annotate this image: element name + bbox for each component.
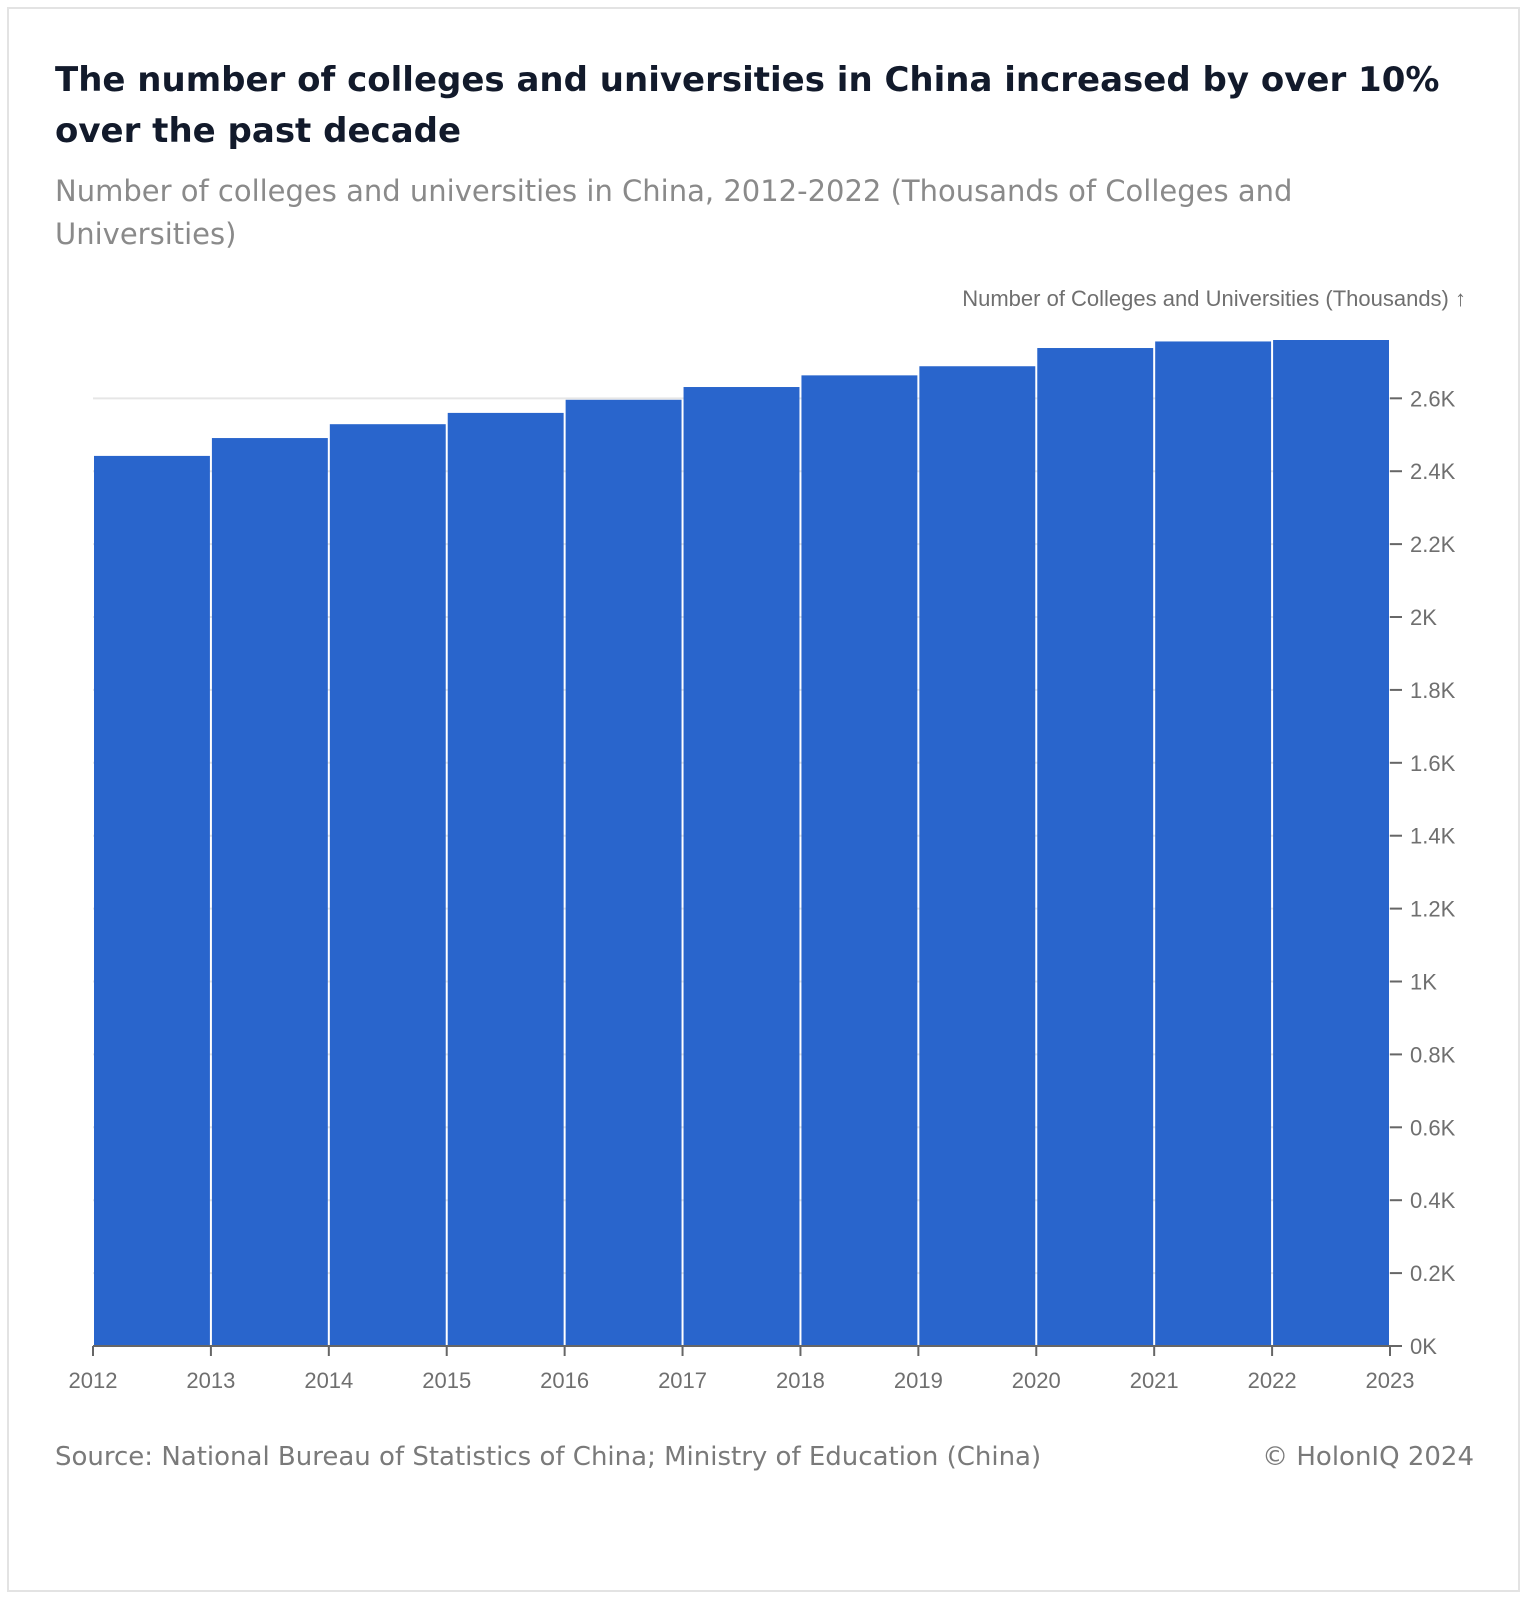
x-tick-label: 2018 (776, 1368, 825, 1393)
y-tick-label: 2.4K (1410, 459, 1456, 484)
y-tick-label: 1.4K (1410, 824, 1456, 849)
x-tick-label: 2020 (1012, 1368, 1061, 1393)
bar-2019 (919, 366, 1036, 1346)
bar-2017 (683, 387, 800, 1347)
y-tick-label: 2.2K (1410, 532, 1456, 557)
bar-2020 (1037, 348, 1154, 1347)
y-tick-label: 0.8K (1410, 1042, 1456, 1067)
y-tick-label: 1.8K (1410, 678, 1456, 703)
bar-2018 (801, 375, 918, 1346)
x-tick-label: 2012 (69, 1368, 118, 1393)
x-tick-label: 2019 (894, 1368, 943, 1393)
x-tick-label: 2013 (186, 1368, 235, 1393)
x-tick-label: 2014 (304, 1368, 353, 1393)
x-tick-label: 2016 (540, 1368, 589, 1393)
copyright-note: © HolonIQ 2024 (1262, 1442, 1474, 1472)
x-tick-label: 2015 (422, 1368, 471, 1393)
bar-2016 (565, 399, 682, 1346)
x-tick-label: 2022 (1248, 1368, 1297, 1393)
source-note: Source: National Bureau of Statistics of… (55, 1442, 1042, 1472)
bar-2013 (211, 438, 328, 1346)
y-axis-label: Number of Colleges and Universities (Tho… (962, 286, 1466, 311)
bar-2021 (1155, 341, 1272, 1346)
x-tick-label: 2023 (1366, 1368, 1415, 1393)
chart-subtitle: Number of colleges and universities in C… (55, 174, 1293, 251)
y-tick-label: 0K (1410, 1334, 1437, 1359)
y-tick-label: 0.6K (1410, 1115, 1456, 1140)
bars (94, 340, 1389, 1347)
bar-2014 (329, 424, 446, 1346)
bar-2015 (447, 412, 564, 1346)
y-tick-label: 2.6K (1410, 386, 1456, 411)
x-tick-label: 2021 (1130, 1368, 1179, 1393)
bar-2012 (94, 455, 210, 1346)
y-tick-label: 1K (1410, 970, 1437, 995)
bar-2022 (1273, 340, 1389, 1346)
y-tick-label: 1.6K (1410, 751, 1456, 776)
chart-title: The number of colleges and universities … (55, 60, 1440, 151)
y-tick-label: 1.2K (1410, 897, 1456, 922)
axes: 0K 0.2K 0.4K 0.6K 0.8K 1K 1.2K 1.4K 1.6K 1.8K 2K 2.… (69, 386, 1456, 1393)
y-tick-label: 0.2K (1410, 1261, 1456, 1286)
y-tick-label: 0.4K (1410, 1188, 1456, 1213)
y-tick-label: 2K (1410, 605, 1437, 630)
x-tick-label: 2017 (658, 1368, 707, 1393)
